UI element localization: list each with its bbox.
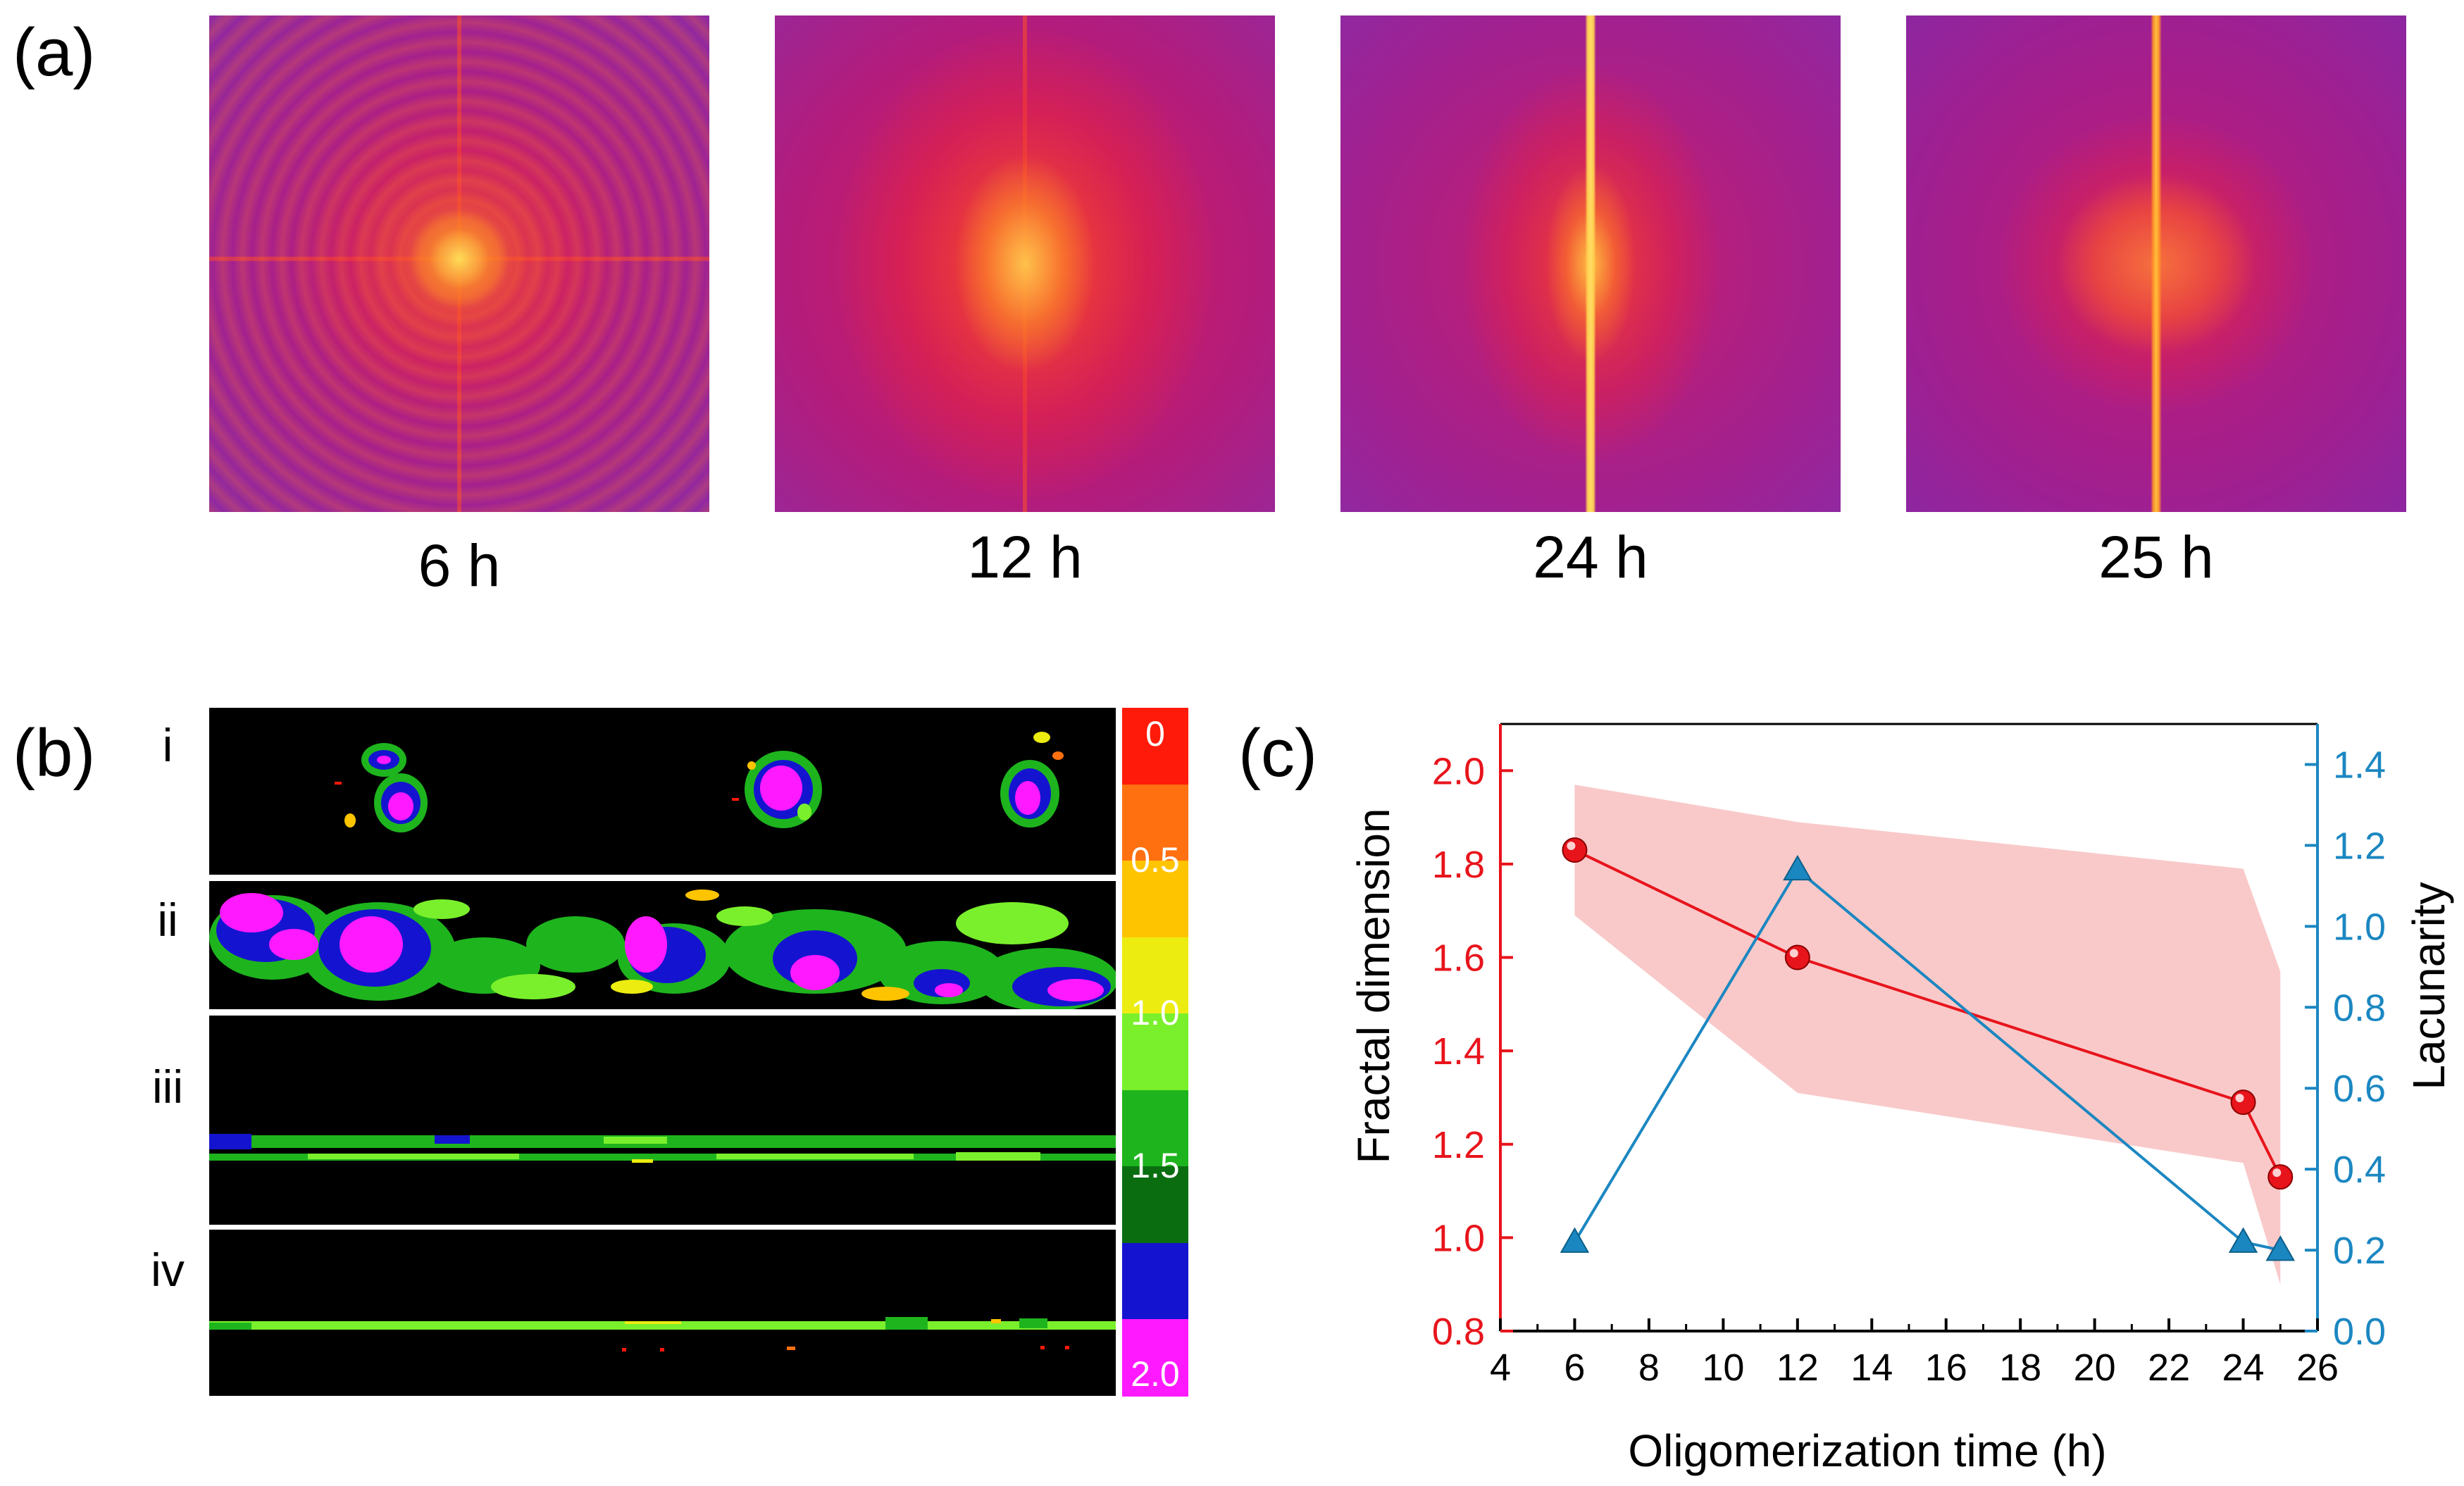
- colorbar-segment: [1122, 784, 1188, 862]
- lacunarity-point: [1783, 854, 1812, 881]
- x-axis-label: Oligomerization time (h): [1628, 1425, 2106, 1476]
- y-axis-left-label: Fractal dimension: [1348, 808, 1399, 1163]
- fractal-dimension-line: [1574, 849, 2282, 1178]
- colorbar-segment: [1122, 937, 1188, 1015]
- row-label-i: i: [162, 719, 173, 771]
- fft-caption-6h: 6 h: [418, 532, 501, 599]
- colorbar-segment: [1122, 1166, 1188, 1244]
- colorbar-segment: [1122, 1089, 1188, 1168]
- y-left-tick-label: 1.0: [1432, 1217, 1485, 1259]
- row-label-ii: ii: [157, 894, 178, 946]
- y-left-tick-label: 2.0: [1432, 750, 1485, 792]
- panel-b-label: (b): [13, 716, 96, 791]
- y-left-tick-label: 1.8: [1432, 844, 1485, 886]
- fractal-dimension-point: [1562, 837, 1588, 863]
- x-tick-label: 26: [2296, 1347, 2339, 1389]
- lacunarity-point: [1560, 1227, 1590, 1253]
- colorbar-segment: [1122, 1242, 1188, 1320]
- colorbar-tick-label: 2.0: [1131, 1354, 1180, 1394]
- x-tick-label: 4: [1490, 1347, 1511, 1389]
- lacunarity-point: [2228, 1227, 2258, 1253]
- y-right-tick-label: 1.2: [2333, 825, 2386, 867]
- y-right-tick-label: 0.6: [2333, 1068, 2386, 1110]
- x-tick-label: 18: [1999, 1347, 2041, 1389]
- y-left-tick-label: 1.6: [1432, 937, 1485, 980]
- y-right-tick-label: 0.8: [2333, 987, 2386, 1029]
- y-left-tick-label: 0.8: [1432, 1311, 1485, 1353]
- x-tick-label: 10: [1702, 1347, 1744, 1389]
- fft-caption-12h: 12 h: [967, 524, 1083, 590]
- x-tick-label: 16: [1925, 1347, 1967, 1389]
- panel-a-label: (a): [13, 15, 96, 90]
- cluster-3: [1000, 732, 1064, 828]
- y-right-tick-label: 1.4: [2333, 744, 2386, 786]
- network-magenta: [220, 893, 1104, 1001]
- fractal-map-iii: [209, 1016, 1116, 1225]
- fractal-map-ii: [209, 881, 1116, 1009]
- y-right-tick-label: 0.4: [2333, 1149, 2386, 1191]
- colorbar-tick-label: 0.5: [1131, 840, 1180, 880]
- cluster-1: [335, 743, 428, 832]
- lacunarity-point: [2265, 1235, 2295, 1261]
- cluster-2: [732, 751, 822, 828]
- colorbar-tick-label: 1.0: [1131, 993, 1180, 1033]
- colorbar-tick-label: 1.5: [1131, 1146, 1180, 1186]
- fft-image-6h: [209, 15, 709, 512]
- colorbar-segment: [1122, 861, 1188, 938]
- fft-image-25h: [1906, 15, 2406, 512]
- fft-caption-25h: 25 h: [2098, 524, 2214, 590]
- x-tick-label: 6: [1564, 1347, 1585, 1389]
- x-tick-label: 12: [1777, 1347, 1819, 1389]
- fractal-dimension-point: [1784, 944, 1810, 970]
- error-band: [1574, 785, 2281, 1285]
- y-left-tick-label: 1.4: [1432, 1030, 1485, 1073]
- colorbar-segment: [1122, 708, 1188, 785]
- fft-image-24h: [1340, 15, 1841, 512]
- y-right-tick-label: 0.2: [2333, 1230, 2386, 1272]
- fractal-map-iv: [209, 1230, 1116, 1396]
- colorbar-segment: [1122, 1013, 1188, 1091]
- x-tick-label: 22: [2148, 1347, 2190, 1389]
- fft-image-12h: [775, 15, 1275, 512]
- x-tick-label: 8: [1638, 1347, 1660, 1389]
- fractal-map-i: [209, 708, 1116, 875]
- y-axis-right-label: Lacunarity: [2403, 882, 2454, 1089]
- row-label-iv: iv: [151, 1244, 185, 1296]
- fft-caption-24h: 24 h: [1533, 524, 1648, 590]
- lacunarity-line: [1573, 867, 2281, 1252]
- x-tick-label: 14: [1850, 1347, 1893, 1389]
- fractal-dimension-point: [2230, 1089, 2256, 1116]
- y-left-tick-label: 1.2: [1432, 1124, 1485, 1166]
- point-highlight: [2235, 1094, 2244, 1103]
- point-highlight: [1789, 949, 1798, 958]
- x-tick-label: 24: [2222, 1347, 2265, 1389]
- x-tick-label: 20: [2074, 1347, 2116, 1389]
- point-highlight: [1567, 842, 1576, 851]
- row-label-iii: iii: [152, 1061, 183, 1113]
- colorbar-tick-label: 0: [1145, 714, 1165, 754]
- point-highlight: [2272, 1168, 2282, 1178]
- fractal-dimension-point: [2267, 1164, 2294, 1190]
- y-right-tick-label: 1.0: [2333, 906, 2386, 948]
- colorbar-segment: [1122, 1319, 1188, 1397]
- y-right-tick-label: 0.0: [2333, 1311, 2386, 1353]
- panel-c-label: (c): [1238, 716, 1317, 791]
